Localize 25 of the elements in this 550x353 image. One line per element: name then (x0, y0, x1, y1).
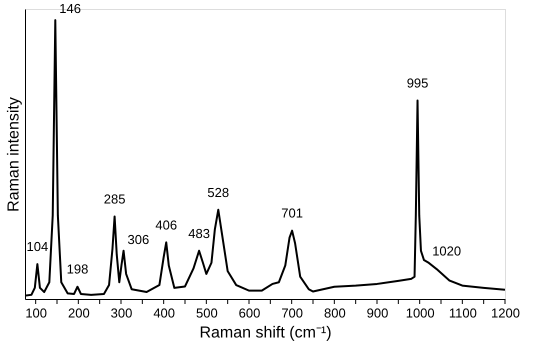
annotation: 701 (281, 206, 303, 221)
x-tick-label: 1100 (448, 306, 477, 320)
x-tick-label: 1200 (491, 306, 520, 320)
x-tick-label: 600 (238, 306, 260, 320)
annotation: 483 (188, 226, 210, 241)
y-axis-title: Raman intensity (6, 97, 22, 212)
annotation: 146 (59, 1, 81, 16)
x-tick-label: 500 (196, 306, 218, 320)
x-tick-label: 200 (68, 306, 90, 320)
x-axis-title: Raman shift (cm⁻¹) (199, 324, 332, 342)
annotation: 285 (104, 191, 126, 206)
x-tick-label: 300 (110, 306, 132, 320)
x-tick-label: 400 (153, 306, 176, 320)
annotation: 198 (66, 262, 88, 277)
annotation: 528 (207, 184, 230, 200)
annotation: 1020 (432, 243, 462, 258)
x-tick-label: 800 (324, 306, 346, 320)
annotation: 104 (26, 239, 48, 254)
x-tick-label: 700 (281, 306, 304, 320)
x-tick-label: 900 (366, 306, 388, 320)
annotation: 406 (155, 217, 178, 232)
x-tick-label: 100 (25, 306, 48, 320)
x-tick-label: 1000 (406, 306, 435, 320)
annotation: 306 (128, 232, 150, 247)
annotation: 995 (406, 75, 428, 90)
